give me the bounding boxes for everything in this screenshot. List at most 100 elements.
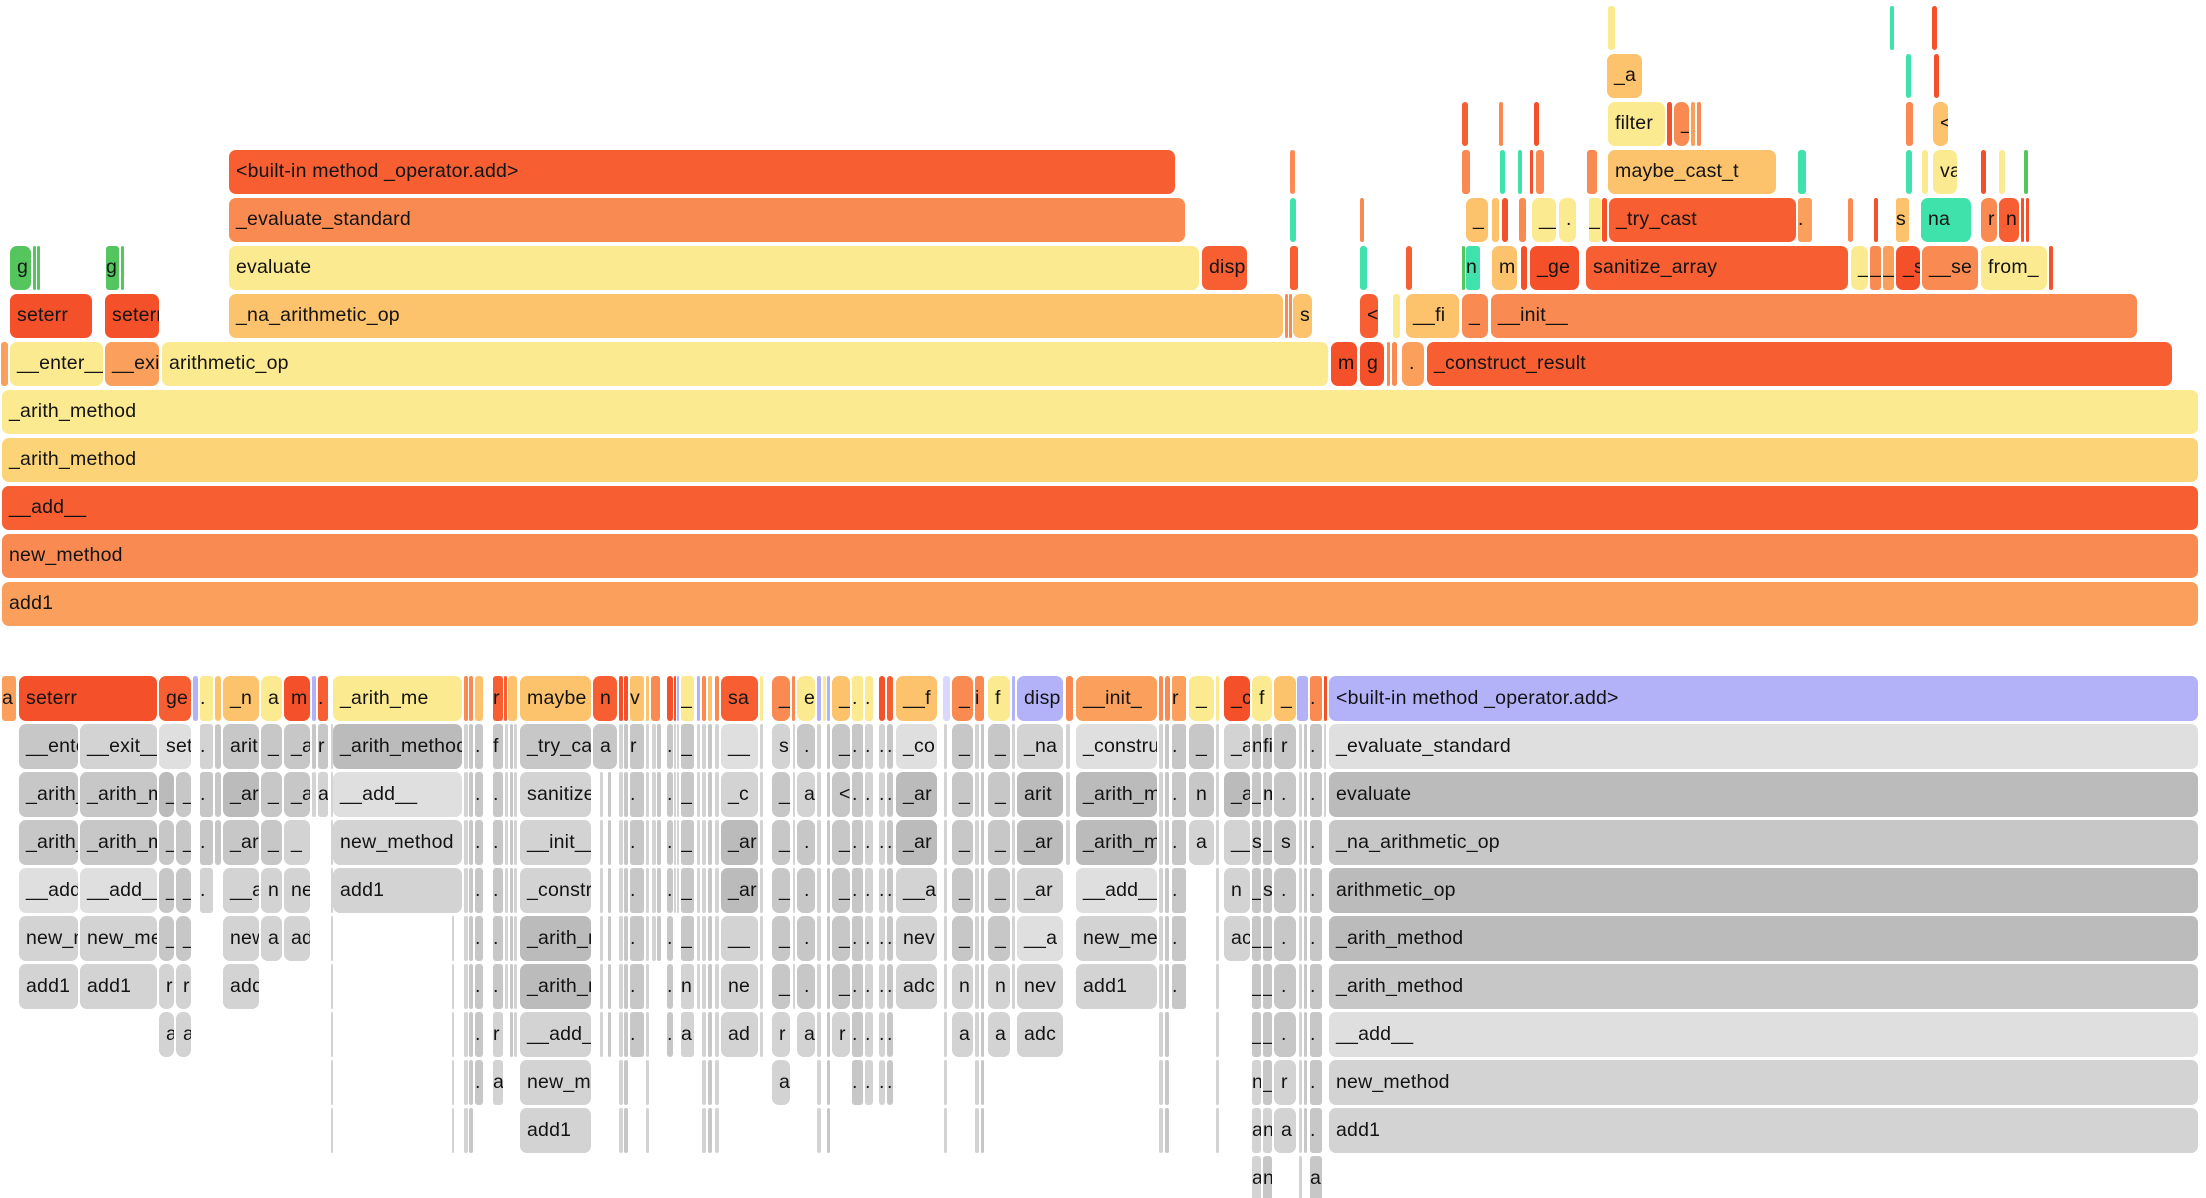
frame-sliver[interactable] — [677, 724, 679, 769]
frame-sliver[interactable] — [624, 1060, 628, 1105]
frame-sliver[interactable] — [624, 868, 628, 913]
frame-sliver[interactable] — [975, 1108, 979, 1153]
frame-r[interactable]: r — [1981, 198, 1997, 242]
frame-sliver[interactable] — [619, 1012, 623, 1057]
frame-sliver[interactable] — [600, 772, 603, 817]
frame-sliver[interactable]: _ — [1870, 246, 1881, 290]
frame-sliver[interactable] — [514, 868, 517, 913]
frame-sliver[interactable] — [981, 916, 984, 961]
frame-sliver[interactable] — [760, 820, 763, 865]
frame-n[interactable]: n — [1252, 724, 1261, 769]
frame-sliver[interactable]: __ — [1532, 198, 1556, 242]
frame-sliver[interactable] — [646, 964, 649, 1009]
frame-arith-method[interactable]: _arith_method — [2, 438, 2198, 482]
frame-sliver[interactable] — [1304, 868, 1307, 913]
frame-sliver[interactable] — [827, 724, 830, 769]
frame-adc[interactable]: adc — [896, 964, 937, 1009]
frame-sliver[interactable]: _ — [681, 724, 694, 769]
frame-sliver[interactable] — [469, 868, 473, 913]
frame-sliver[interactable] — [505, 964, 508, 1009]
frame-sliver[interactable] — [1304, 724, 1307, 769]
frame-sliver[interactable] — [1216, 1012, 1219, 1057]
frame-sliver[interactable] — [469, 1060, 473, 1105]
frame-sliver[interactable] — [1324, 724, 1326, 769]
frame-sliver[interactable]: _ — [952, 724, 973, 769]
frame-sliver[interactable] — [1165, 916, 1169, 961]
frame-sliver[interactable]: . — [1310, 1012, 1322, 1057]
frame-sliver[interactable] — [469, 1108, 473, 1153]
frame-sliver[interactable]: . — [1172, 772, 1186, 817]
frame-from[interactable]: from_ — [1981, 246, 2047, 290]
frame-sliver[interactable] — [1159, 1012, 1163, 1057]
frame-sliver[interactable]: . — [493, 868, 503, 913]
frame-sliver[interactable] — [677, 820, 679, 865]
frame-sliver[interactable]: _ — [1466, 198, 1488, 242]
frame-f[interactable]: __f — [896, 676, 937, 721]
frame-sliver[interactable]: . — [1172, 964, 1186, 1009]
frame-sliver[interactable] — [823, 676, 826, 721]
frame-sliver[interactable] — [646, 868, 649, 913]
frame-add[interactable]: __add__ — [333, 772, 462, 817]
frame-sliver[interactable] — [510, 916, 513, 961]
frame-sliver[interactable] — [1602, 198, 1607, 242]
frame-sliver[interactable]: _ — [681, 916, 694, 961]
frame-sliver[interactable]: . — [1172, 820, 1186, 865]
frame-se[interactable]: __se — [1922, 246, 1978, 290]
frame-sliver[interactable] — [715, 868, 719, 913]
frame-sliver[interactable]: . — [630, 772, 644, 817]
frame-sliver[interactable] — [452, 916, 454, 961]
frame-sliver[interactable] — [1159, 676, 1163, 721]
frame-sliver[interactable]: . — [797, 964, 815, 1009]
frame-sliver[interactable] — [608, 1012, 611, 1057]
frame-sliver[interactable]: . — [475, 964, 483, 1009]
frame-sliver[interactable] — [505, 724, 508, 769]
frame-sliver[interactable] — [624, 1012, 628, 1057]
frame-new-method[interactable]: new_method — [223, 916, 259, 961]
frame-na[interactable]: _na — [1017, 724, 1063, 769]
frame-sliver[interactable]: < — [1360, 294, 1378, 338]
frame-sliver[interactable] — [657, 724, 661, 769]
frame-sliver[interactable] — [708, 772, 712, 817]
frame-sliver[interactable]: . — [1274, 916, 1296, 961]
frame-sliver[interactable]: . — [1310, 676, 1322, 721]
frame-sliver[interactable]: . — [667, 964, 673, 1009]
frame-sliver[interactable] — [715, 1108, 719, 1153]
frame-init[interactable]: __init__ — [1491, 294, 2137, 338]
frame-sliver[interactable] — [677, 868, 679, 913]
frame-sliver[interactable]: . — [887, 868, 893, 913]
frame-filter[interactable]: filter — [1608, 102, 1665, 146]
frame-sliver[interactable] — [1462, 150, 1470, 194]
frame-sliver[interactable] — [469, 1012, 473, 1057]
frame-sliver[interactable] — [331, 724, 333, 769]
frame-s[interactable]: s — [1252, 820, 1261, 865]
frame-sliver[interactable]: _ — [1462, 294, 1488, 338]
frame-sliver[interactable]: _ — [952, 916, 973, 961]
frame-s[interactable]: s — [772, 724, 790, 769]
frame-add1[interactable]: add1 — [19, 964, 78, 1009]
frame-sliver[interactable] — [1587, 150, 1597, 194]
frame-a[interactable]: a — [797, 1012, 815, 1057]
frame-sliver[interactable] — [1, 342, 8, 386]
frame-ge[interactable]: _ge — [1530, 246, 1579, 290]
frame-sliver[interactable]: . — [879, 724, 885, 769]
frame-sliver[interactable] — [697, 724, 700, 769]
frame-sliver[interactable] — [1667, 102, 1672, 146]
frame-sliver[interactable] — [505, 820, 508, 865]
frame-n[interactable]: _n — [223, 676, 259, 721]
frame-sliver[interactable]: . — [667, 820, 673, 865]
frame-sliver[interactable] — [1299, 1012, 1302, 1057]
frame-init[interactable]: __init_ — [1076, 676, 1157, 721]
frame-sliver[interactable] — [514, 820, 517, 865]
frame-sliver[interactable]: _ — [284, 820, 310, 865]
frame-sliver[interactable] — [702, 868, 706, 913]
frame-sliver[interactable] — [600, 916, 603, 961]
frame-sliver[interactable] — [697, 868, 700, 913]
frame-sliver[interactable]: . — [630, 916, 644, 961]
frame-sliver[interactable]: _ — [1263, 1012, 1272, 1057]
frame-sliver[interactable] — [1012, 676, 1015, 721]
frame-sliver[interactable]: _ — [1263, 916, 1272, 961]
frame-arith-me[interactable]: _arith_me — [333, 676, 462, 721]
frame-sliver[interactable]: _ — [159, 916, 174, 961]
frame-sliver[interactable] — [646, 1012, 649, 1057]
frame-sliver[interactable] — [475, 676, 483, 721]
